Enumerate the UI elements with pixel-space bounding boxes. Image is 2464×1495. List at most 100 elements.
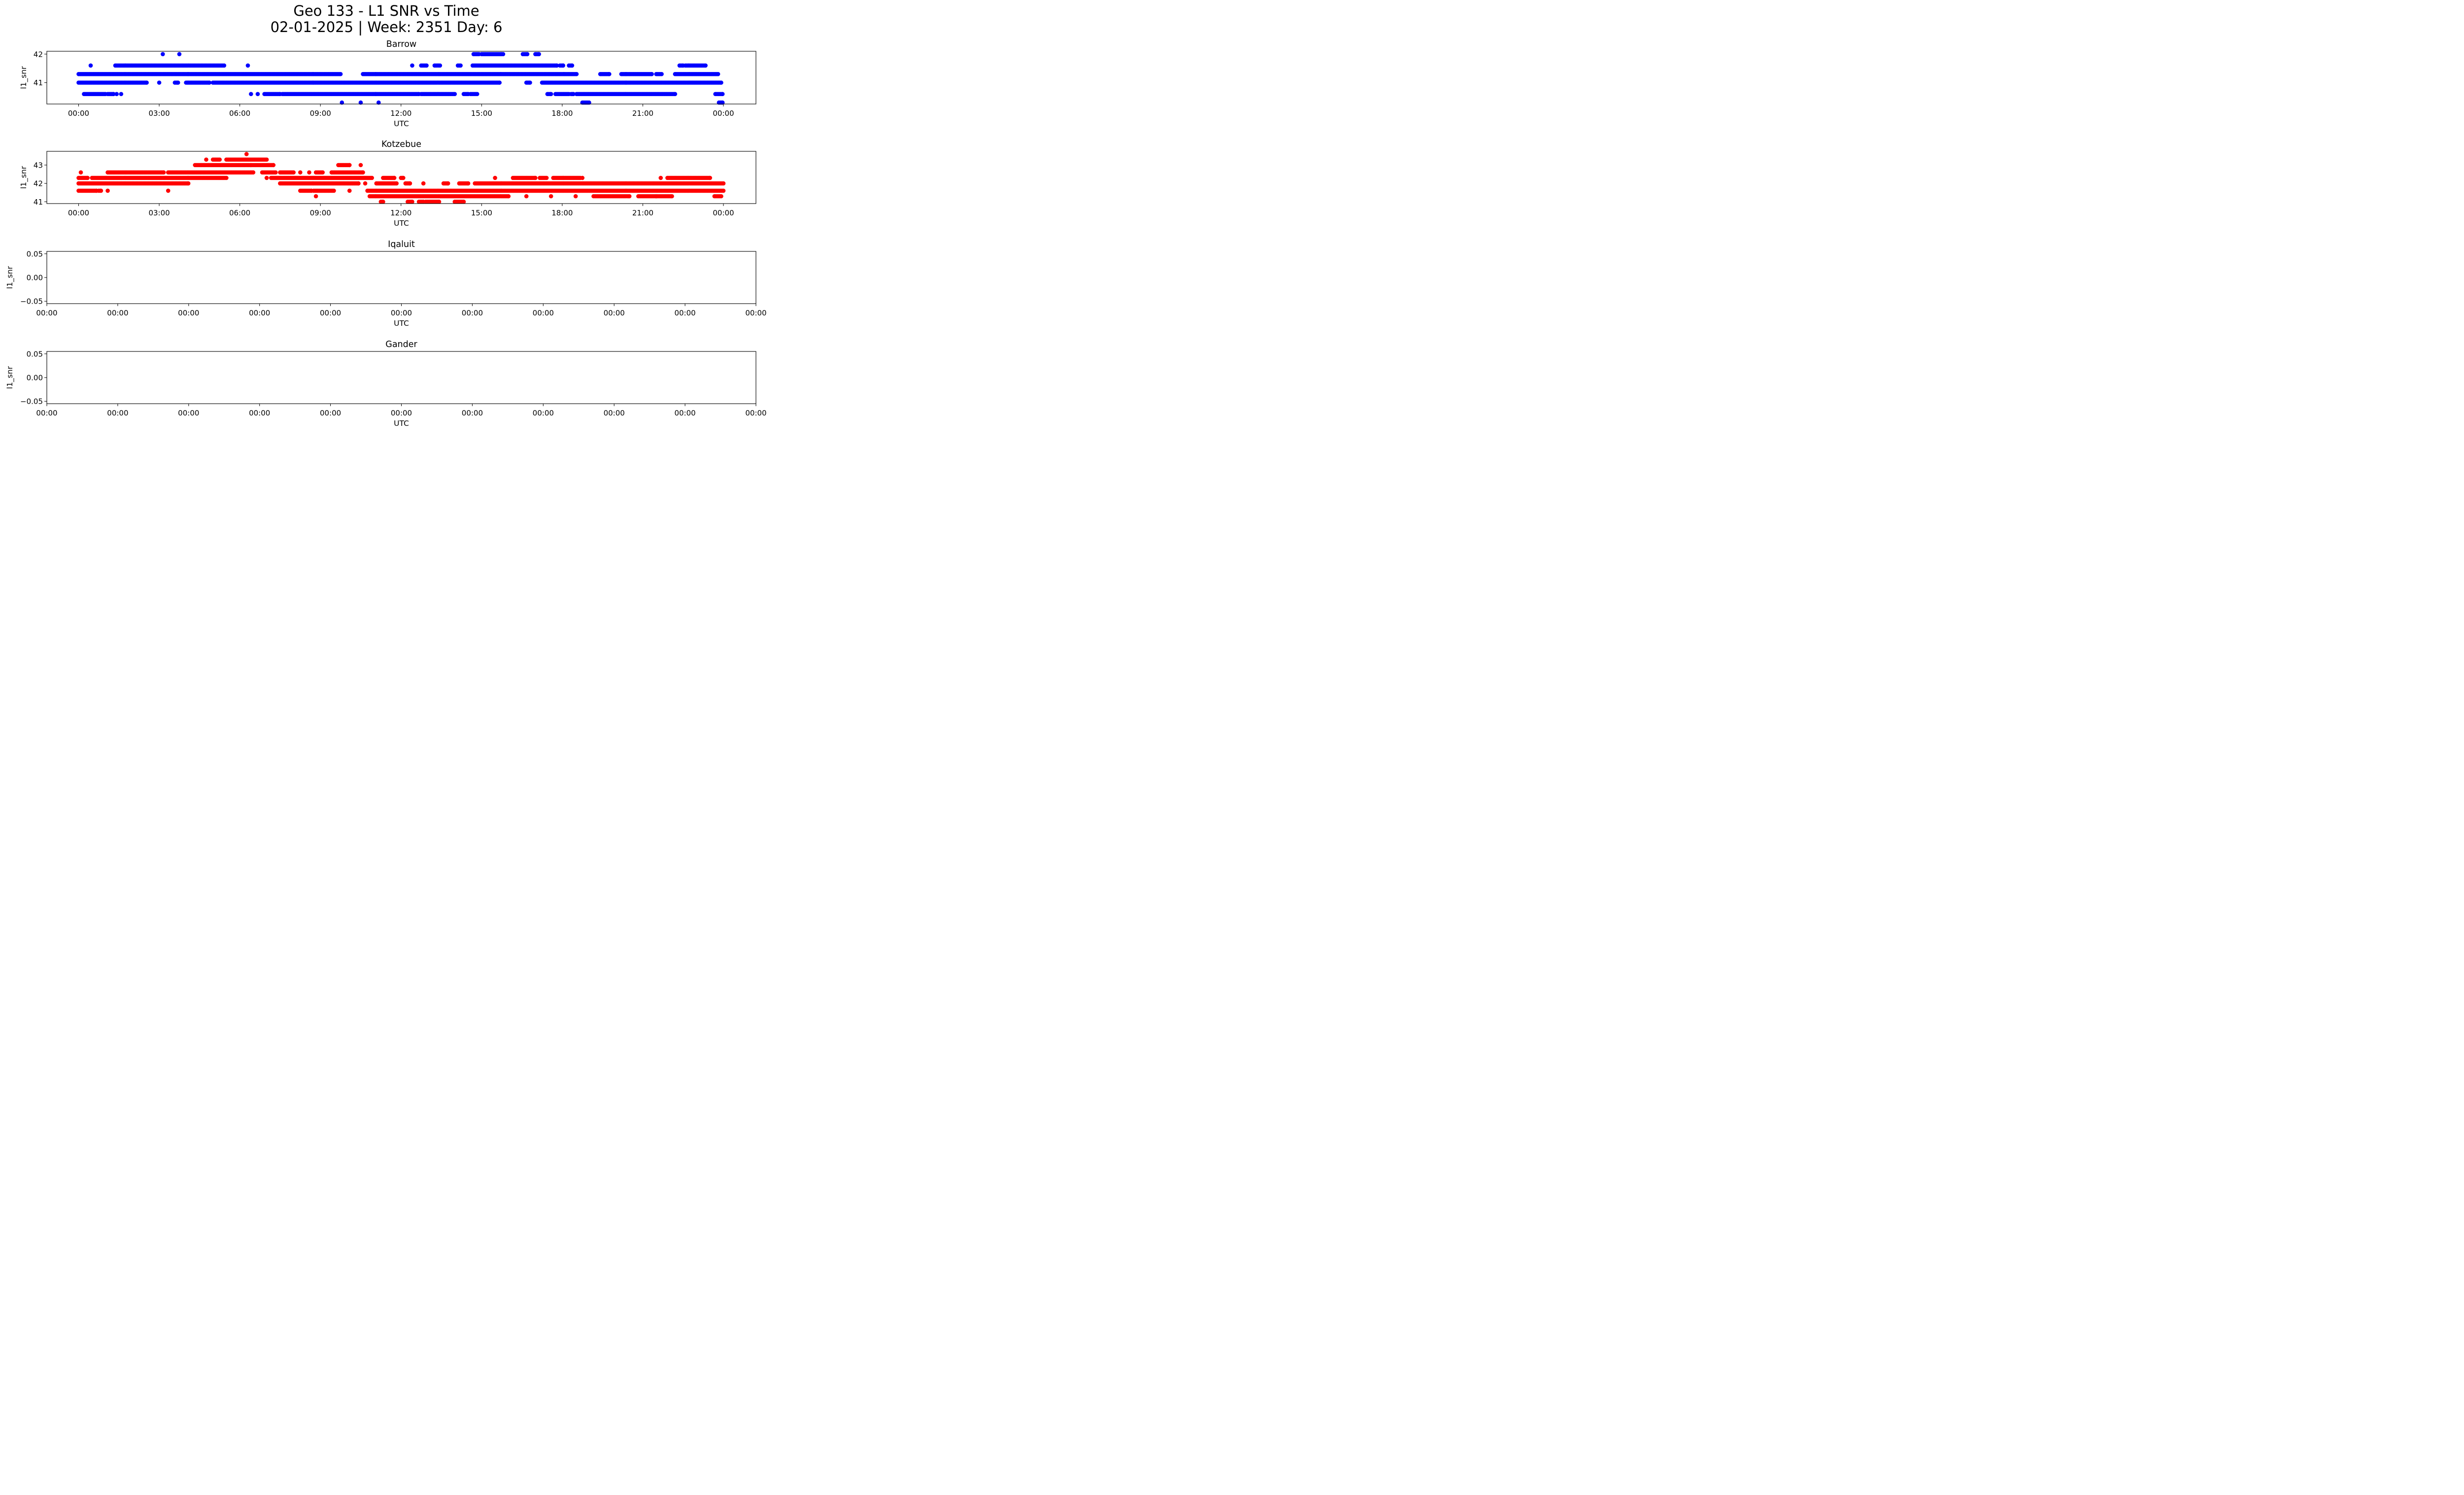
data-point [438, 63, 443, 68]
x-tick-label: 00:00 [533, 409, 554, 417]
subplot-title: Barrow [386, 39, 416, 49]
data-point [461, 199, 466, 204]
x-axis-label: UTC [394, 419, 409, 428]
data-point [392, 175, 397, 180]
x-tick-label: 21:00 [632, 209, 653, 217]
data-point [298, 170, 303, 175]
y-tick-label: 0.05 [27, 349, 43, 358]
y-tick-label: −0.05 [20, 397, 43, 406]
data-point [587, 100, 591, 105]
subplot-iqaluit: Iqaluit −0.05 0.00 0.05 00:00 00:00 00:00 00:00… [5, 240, 767, 328]
data-point [703, 63, 708, 68]
x-tick-label: 18:00 [551, 209, 573, 217]
data-point [452, 92, 457, 97]
data-point [493, 175, 497, 180]
figure-title: Geo 133 - L1 SNR vs Time [293, 2, 479, 19]
data-point [217, 157, 222, 162]
data-point [363, 181, 368, 186]
data-point [370, 175, 374, 180]
data-point [175, 80, 180, 85]
data-point [719, 80, 723, 85]
data-point [320, 170, 325, 175]
data-point [627, 194, 632, 199]
data-point [537, 52, 541, 57]
x-tick-label: 00:00 [68, 109, 89, 118]
data-point [144, 80, 149, 85]
data-point [548, 194, 553, 199]
x-tick-label: 21:00 [632, 109, 653, 118]
subplot-title: Kotzebue [381, 139, 421, 149]
x-tick-label: 00:00 [391, 409, 412, 417]
data-point [544, 175, 549, 180]
data-point [255, 92, 260, 97]
data-point [659, 71, 664, 76]
data-point [580, 175, 585, 180]
scatter-points [76, 52, 725, 105]
data-point [161, 52, 165, 57]
data-point [708, 175, 713, 180]
data-point [525, 52, 530, 57]
y-axis-label: l1_snr [5, 266, 15, 289]
x-tick-label: 18:00 [551, 109, 573, 118]
y-tick-label: 41 [34, 198, 43, 207]
data-point [410, 63, 414, 68]
x-tick-label: 00:00 [674, 409, 695, 417]
data-point [437, 199, 442, 204]
data-point [307, 170, 311, 175]
data-point [524, 194, 529, 199]
x-tick-label: 15:00 [471, 209, 492, 217]
data-point [271, 163, 276, 168]
data-point [264, 175, 269, 180]
data-point [157, 80, 162, 85]
x-tick-label: 00:00 [36, 409, 57, 417]
data-point [361, 170, 365, 175]
scatter-points [76, 152, 726, 204]
x-tick-label: 00:00 [533, 309, 554, 317]
plot-frame [46, 151, 756, 204]
plot-frame [46, 51, 756, 104]
data-point [466, 181, 471, 186]
data-point [222, 63, 227, 68]
data-point [340, 100, 344, 105]
data-point [570, 63, 575, 68]
data-point [607, 71, 612, 76]
data-point [670, 194, 674, 199]
data-point [573, 194, 578, 199]
figure: Geo 133 - L1 SNR vs Time 02-01-2025 | We… [0, 0, 773, 434]
x-tick-label: 12:00 [390, 109, 411, 118]
data-point [408, 181, 412, 186]
data-point [658, 175, 663, 180]
data-point [401, 175, 406, 180]
y-tick-label: 41 [34, 78, 43, 87]
y-tick-label: 42 [34, 179, 43, 188]
data-point [291, 170, 296, 175]
data-point [720, 92, 725, 97]
x-tick-label: 03:00 [148, 109, 170, 118]
x-axis-label: UTC [394, 319, 409, 328]
data-point [458, 63, 463, 68]
data-point [561, 63, 565, 68]
data-point [548, 92, 553, 97]
data-point [716, 71, 720, 76]
subplot-barrow: Barrow 41 42 00:00 03:00 06:00 09:00 12:00 15:00… [19, 39, 756, 128]
data-point [554, 63, 559, 68]
data-point [177, 52, 182, 57]
x-tick-label: 00:00 [107, 409, 128, 417]
data-point [264, 157, 269, 162]
data-point [574, 71, 579, 76]
data-point [114, 92, 119, 97]
data-point [347, 163, 352, 168]
x-tick-label: 06:00 [229, 209, 250, 217]
data-point [424, 63, 429, 68]
x-tick-label: 15:00 [471, 109, 492, 118]
data-point [719, 194, 723, 199]
y-tick-label: 0.00 [27, 274, 43, 282]
y-axis-label: l1_snr [19, 166, 29, 189]
x-tick-label: 00:00 [604, 309, 625, 317]
x-tick-label: 00:00 [674, 309, 695, 317]
chart-canvas: Barrow 41 42 00:00 03:00 06:00 09:00 12:00 15:00… [5, 39, 767, 428]
data-point [313, 194, 318, 199]
data-point [528, 80, 532, 85]
x-tick-label: 00:00 [604, 409, 625, 417]
plot-frame [46, 351, 756, 404]
